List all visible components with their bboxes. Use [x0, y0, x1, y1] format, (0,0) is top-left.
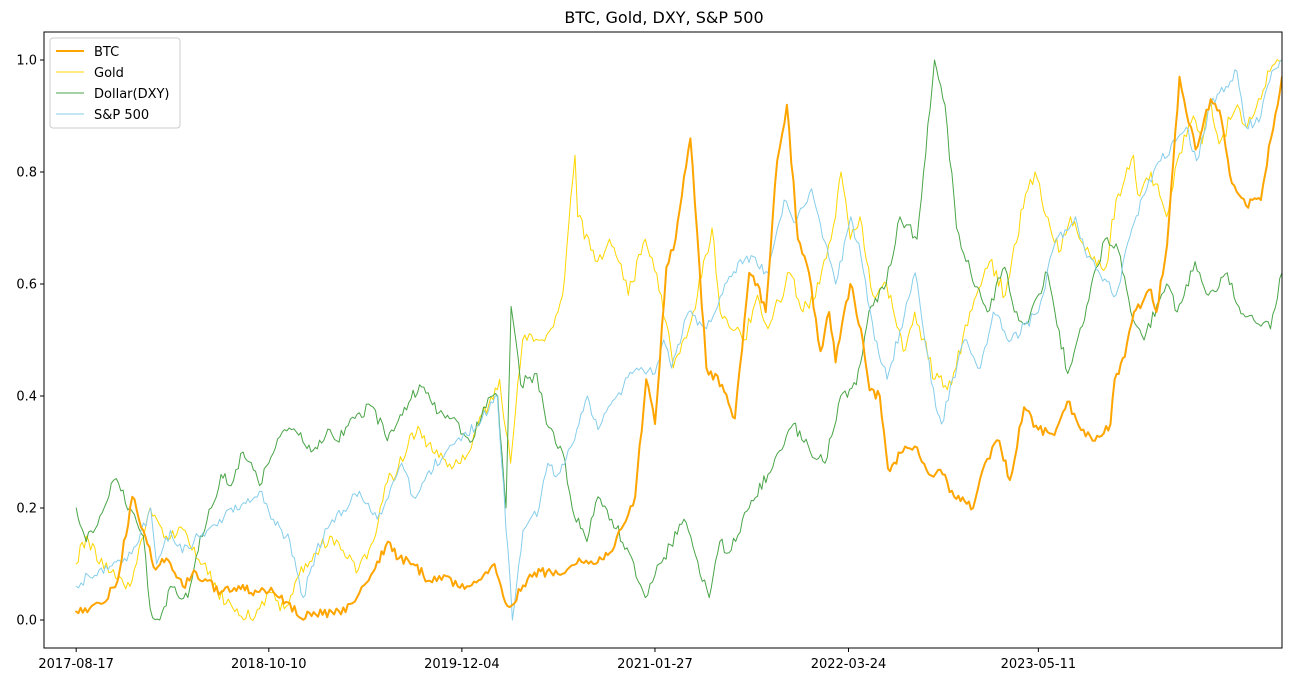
- x-tick-label: 2019-12-04: [424, 657, 500, 672]
- legend-label: S&P 500: [94, 108, 149, 123]
- x-tick-label: 2017-08-17: [38, 657, 114, 672]
- y-tick-label: 1.0: [16, 54, 37, 69]
- y-tick-label: 0.4: [16, 390, 37, 405]
- x-tick-label: 2023-05-11: [1001, 657, 1077, 672]
- legend-label: Gold: [94, 66, 124, 81]
- y-tick-label: 0.0: [16, 614, 37, 629]
- y-tick-label: 0.8: [16, 166, 37, 181]
- legend-label: BTC: [94, 45, 119, 60]
- y-tick-label: 0.6: [16, 278, 37, 293]
- plot-area: [44, 32, 1282, 648]
- x-tick-label: 2021-01-27: [617, 657, 693, 672]
- legend: BTC Gold Dollar(DXY) S&P 500: [50, 38, 180, 128]
- x-tick-label: 2022-03-24: [811, 657, 887, 672]
- x-tick-label: 2018-10-10: [231, 657, 307, 672]
- y-tick-label: 0.2: [16, 502, 37, 517]
- legend-label: Dollar(DXY): [94, 87, 170, 102]
- chart-title: BTC, Gold, DXY, S&P 500: [564, 8, 763, 27]
